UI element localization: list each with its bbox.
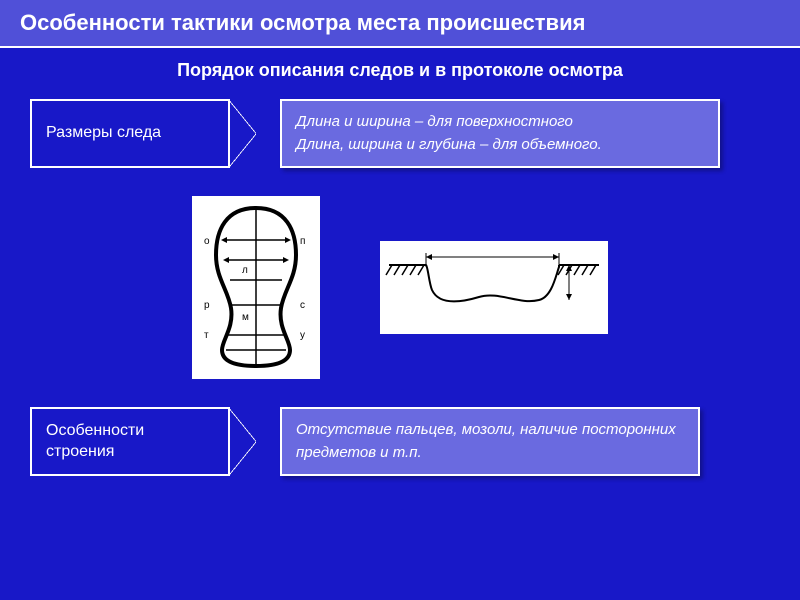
info-sizes-line2: Длина, ширина и глубина – для объемного. — [296, 134, 704, 157]
row-structure: Особенности строения Отсутствие пальцев,… — [0, 407, 800, 476]
label-structure-text: Особенности строения — [46, 421, 214, 463]
label-sizes-text: Размеры следа — [46, 123, 161, 144]
svg-text:р: р — [204, 300, 210, 311]
sole-diagram: о п р с т у л м н — [192, 196, 320, 379]
slide-subtitle: Порядок описания следов и в протоколе ос… — [0, 48, 800, 99]
svg-text:м: м — [242, 312, 249, 323]
svg-text:о: о — [204, 236, 210, 247]
svg-text:т: т — [204, 330, 209, 341]
slide-title: Особенности тактики осмотра места происш… — [0, 0, 800, 48]
label-structure: Особенности строения — [30, 407, 230, 476]
info-structure-text: Отсутствие пальцев, мозоли, наличие пост… — [296, 421, 676, 461]
svg-text:п: п — [300, 236, 305, 247]
svg-text:л: л — [242, 265, 248, 276]
label-sizes: Размеры следа — [30, 99, 230, 168]
info-structure: Отсутствие пальцев, мозоли, наличие пост… — [280, 407, 700, 476]
diagram-row: о п р с т у л м н — [0, 168, 800, 407]
svg-text:у: у — [300, 330, 305, 341]
profile-diagram — [380, 241, 608, 334]
info-sizes: Длина и ширина – для поверхностного Длин… — [280, 99, 720, 168]
row-sizes: Размеры следа Длина и ширина – для повер… — [0, 99, 800, 168]
svg-text:с: с — [300, 300, 305, 311]
info-sizes-line1: Длина и ширина – для поверхностного — [296, 111, 704, 134]
